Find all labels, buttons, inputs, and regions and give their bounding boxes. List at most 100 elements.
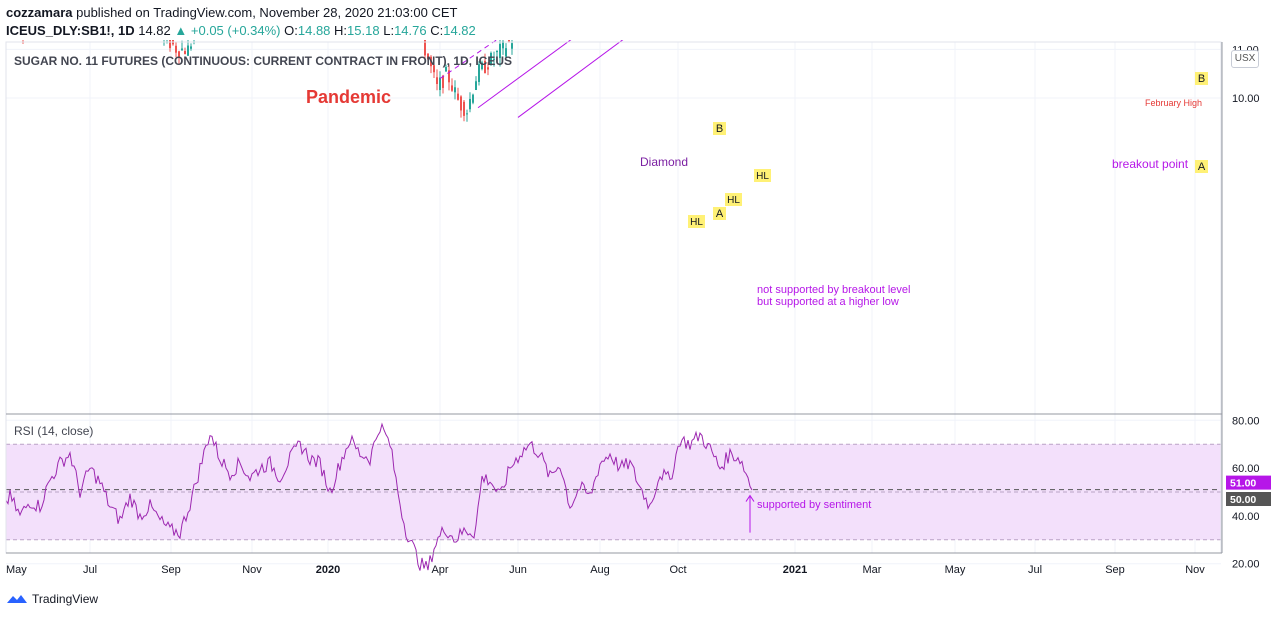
x-tick-label: May [6,564,27,576]
channel-lower [517,40,624,118]
x-tick-label: May [945,564,966,576]
rsi-series-line [5,422,753,571]
candle-body [496,50,498,53]
rsi-level-tag-bg [1226,492,1271,506]
candle-body [505,48,507,57]
x-tick-label: Nov [242,564,262,576]
rsi-level-tag: 50.00 [1230,494,1256,506]
a-tag-low-bg [713,207,726,220]
x-tick-label: Jul [1028,564,1042,576]
candles [22,40,513,122]
axes [5,41,1223,554]
candle-body [502,41,504,49]
candle-body [469,98,471,110]
published-text: published on TradingView.com, November 2… [76,5,458,20]
candle-body [511,43,513,49]
candle-body [430,56,432,67]
breakout-point-label: breakout point [1112,157,1189,171]
rsi-tick-label: 80.00 [1232,415,1260,427]
candle-body [427,53,429,60]
x-tick-label: 2020 [316,564,340,576]
high-label: H: [334,23,348,38]
y-tick-label: 10.00 [1232,93,1260,105]
candle-body [472,94,474,103]
candle-body [460,96,462,111]
close-label: C: [430,23,444,38]
candle-body [475,81,477,91]
x-tick-label: Nov [1185,564,1205,576]
a-tag-low: A [716,208,724,220]
drawings [439,40,755,533]
hl-tag-3-bg [754,169,771,182]
x-tick-label: Oct [669,564,686,576]
x-tick-label: Jun [509,564,527,576]
candle-body [433,65,435,73]
candle-body [508,40,510,42]
candle-body [187,45,189,56]
b-tag-right: B [1198,73,1205,85]
hl-tag-3: HL [756,171,769,182]
candle-body [457,93,459,100]
candle-body [181,48,183,51]
price-chart[interactable]: May Jul Sep Nov 2020 Apr Jun Aug Oct 2021 Mar May Ju… [0,40,1274,585]
candle-body [184,51,186,55]
currency-button[interactable]: USX [1231,50,1259,68]
candle-body [499,44,501,59]
symbol-name: ICEUS_DLY:SB1!, 1D [6,23,135,38]
footer-brand: TradingView [32,592,99,606]
hl-tag-1-bg [688,215,705,228]
candle-body [493,58,495,60]
chart-title: SUGAR NO. 11 FUTURES (CONTINUOUS: CURREN… [14,54,512,68]
diamond-label: Diamond [640,155,688,169]
publish-info: cozzamara published on TradingView.com, … [6,5,457,20]
pandemic-label: Pandemic [306,87,391,107]
candle-body [424,40,426,56]
x-tick-label: Apr [431,564,448,576]
candle-body [481,62,483,70]
candle-body [169,40,171,49]
february-high-label: February High [1145,98,1202,108]
candle-body [478,64,480,82]
low-label: L: [383,23,395,38]
candle-body [448,70,450,83]
high-value: 15.18 [347,23,380,38]
b-tag-right-bg [1195,72,1208,85]
sentiment-label: supported by sentiment [757,499,871,511]
price-change: +0.05 (+0.34%) [190,23,281,38]
rsi-level-tag: 51.00 [1230,478,1256,490]
low-value: 14.76 [394,23,427,38]
candle-body [178,51,180,58]
x-tick-label: Mar [863,564,882,576]
rsi-tick-label: 60.00 [1232,463,1260,475]
candle-body [436,77,438,84]
candle-body [490,52,492,65]
rsi-band-fill [6,444,1221,540]
candle-body [175,45,177,53]
x-tick-label: Aug [590,564,610,576]
rsi-tick-label: 40.00 [1232,511,1260,523]
x-tick-label: Sep [1105,564,1125,576]
x-tick-label: Jul [83,564,97,576]
not-supported-label-2: but supported at a higher low [757,296,899,308]
rsi-line [5,422,753,571]
rsi-tick-label: 20.00 [1232,559,1260,571]
candle-body [454,87,456,93]
a-tag-right-bg [1195,160,1208,173]
hl-tag-2-bg [725,193,742,206]
labels: May Jul Sep Nov 2020 Apr Jun Aug Oct 2021 Mar May Ju… [6,44,1271,576]
b-tag-top-bg [713,122,726,135]
author-name[interactable]: cozzamara [6,5,73,20]
candle-body [487,67,489,70]
candle-body [442,75,444,88]
channel-upper [477,40,572,109]
open-value: 14.88 [297,23,331,38]
candle-body [439,77,441,91]
candle-body [451,85,453,91]
candle-body [445,66,447,72]
not-supported-label-1: not supported by breakout level [757,284,911,296]
candle-body [190,46,192,49]
candle-body [463,101,465,116]
up-arrow-icon: ▲ [174,23,188,38]
close-value: 14.82 [443,23,476,38]
hl-tag-1: HL [690,217,703,228]
